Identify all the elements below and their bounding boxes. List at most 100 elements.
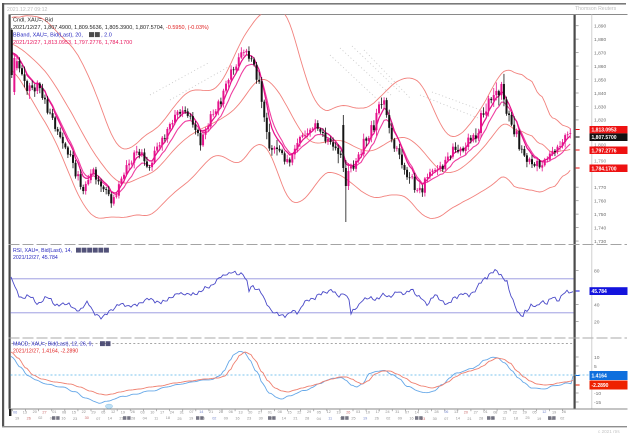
svg-text:1,870: 1,870 [594, 50, 607, 56]
svg-text:01: 01 [52, 410, 56, 414]
svg-text:23: 23 [421, 417, 425, 421]
svg-text:19: 19 [537, 417, 541, 421]
svg-text:12: 12 [111, 410, 115, 414]
svg-text:2021/12/27, 1,813.0953, 1,797.: 2021/12/27, 1,813.0953, 1,797.2776, 1,78… [13, 40, 132, 46]
svg-text:2021/12/27, 45.784: 2021/12/27, 45.784 [13, 255, 58, 261]
svg-text:1,784.1700: 1,784.1700 [592, 166, 617, 172]
svg-text:01: 01 [483, 410, 487, 414]
svg-text:19: 19 [552, 410, 556, 414]
svg-text:28: 28 [479, 417, 483, 421]
svg-text:05: 05 [317, 410, 321, 414]
svg-text:1,760: 1,760 [594, 198, 607, 204]
svg-text:c 2021 rtrs: c 2021 rtrs [598, 429, 620, 434]
svg-text:Thomson Reuters: Thomson Reuters [575, 6, 617, 12]
svg-text:1,797.2776: 1,797.2776 [592, 148, 617, 154]
svg-text:14: 14 [199, 410, 203, 414]
svg-text:14: 14 [415, 411, 419, 415]
svg-text:1,880: 1,880 [594, 37, 607, 43]
svg-text:20: 20 [33, 410, 37, 414]
svg-text:26: 26 [131, 410, 135, 414]
svg-text:MACD, XAU=, Bid(Last), 12, 26,: MACD, XAU=, Bid(Last), 12, 26, 9, [13, 342, 93, 348]
svg-text:17: 17 [160, 411, 164, 415]
svg-text:22: 22 [513, 410, 517, 414]
svg-text:BBand, XAU=, Bid(Last), 20,: BBand, XAU=, Bid(Last), 20, [13, 33, 83, 39]
svg-text:02: 02 [386, 417, 390, 421]
svg-text:27: 27 [258, 411, 262, 415]
svg-text:30: 30 [433, 417, 437, 421]
svg-text:28: 28 [305, 416, 309, 420]
svg-text:28: 28 [131, 417, 135, 421]
svg-text:10: 10 [366, 411, 370, 415]
svg-text:20: 20 [594, 319, 600, 325]
svg-text:1,850: 1,850 [594, 77, 607, 83]
svg-text:-15: -15 [594, 400, 601, 406]
svg-text:22: 22 [297, 410, 301, 414]
svg-text:1,800: 1,800 [594, 143, 607, 149]
svg-text:2021/12/27, 1.4164, -2.2890: 2021/12/27, 1.4164, -2.2890 [13, 349, 78, 355]
svg-text:1,890: 1,890 [594, 24, 607, 30]
svg-text:31: 31 [395, 410, 399, 414]
svg-text:21: 21 [425, 410, 429, 414]
svg-text:1,820: 1,820 [594, 118, 607, 124]
svg-text:20: 20 [248, 411, 252, 415]
svg-text:01: 01 [268, 411, 272, 415]
svg-text:06: 06 [229, 410, 233, 414]
svg-text:02: 02 [212, 417, 216, 421]
svg-text:02: 02 [560, 417, 564, 421]
svg-text:-10: -10 [594, 391, 601, 397]
svg-text:16: 16 [409, 416, 413, 420]
svg-text:23: 23 [73, 417, 77, 421]
svg-text:26: 26 [375, 416, 379, 420]
svg-text:28: 28 [219, 410, 223, 414]
svg-text:11: 11 [502, 416, 506, 420]
svg-text:22: 22 [82, 410, 86, 414]
svg-text:25: 25 [525, 416, 529, 420]
svg-text:19: 19 [363, 416, 367, 420]
svg-text:1.4164: 1.4164 [592, 374, 608, 380]
svg-text:26: 26 [562, 410, 566, 414]
svg-text:07: 07 [189, 410, 193, 414]
svg-text:09: 09 [224, 416, 228, 420]
svg-text:19: 19 [336, 411, 340, 415]
svg-text:1,790: 1,790 [594, 158, 607, 164]
svg-text:07: 07 [405, 411, 409, 415]
svg-text:1,807.5700: 1,807.5700 [592, 135, 617, 141]
svg-text:15: 15 [287, 411, 291, 415]
svg-text:17: 17 [376, 410, 380, 414]
svg-text:, 2.0: , 2.0 [101, 33, 112, 39]
svg-text:30: 30 [259, 416, 263, 420]
svg-text:13: 13 [454, 410, 458, 414]
svg-text:14: 14 [456, 416, 460, 420]
svg-text:1,830: 1,830 [594, 104, 607, 110]
svg-text:2021/12/27, 1,807.4900, 1,809.: 2021/12/27, 1,807.4900, 1,809.5636, 1,80… [13, 25, 209, 31]
svg-text:RSI, XAU=, Bid(Last), 14,: RSI, XAU=, Bid(Last), 14, [13, 248, 72, 254]
svg-text:1,750: 1,750 [594, 212, 607, 218]
svg-text:03: 03 [140, 410, 144, 414]
svg-text:07: 07 [444, 417, 448, 421]
svg-text:Cndl, XAU=, Bid: Cndl, XAU=, Bid [13, 18, 53, 24]
svg-text:10: 10 [594, 355, 600, 361]
svg-text:23: 23 [247, 417, 251, 421]
svg-text:21: 21 [467, 417, 471, 421]
svg-text:5: 5 [594, 364, 597, 370]
svg-text:15: 15 [503, 410, 507, 414]
svg-text:21: 21 [209, 410, 213, 414]
svg-text:13: 13 [23, 410, 27, 414]
svg-text:1,730: 1,730 [594, 239, 607, 245]
svg-text:05: 05 [532, 411, 536, 415]
svg-text:03: 03 [356, 410, 360, 414]
svg-text:04: 04 [317, 417, 321, 421]
svg-text:27: 27 [474, 411, 478, 415]
svg-text:21: 21 [293, 416, 297, 420]
svg-text:24: 24 [170, 411, 174, 415]
svg-text:40: 40 [594, 302, 600, 308]
svg-text:1,860: 1,860 [594, 64, 607, 70]
svg-text:21: 21 [119, 417, 123, 421]
svg-text:09: 09 [50, 417, 54, 421]
svg-text:14: 14 [282, 417, 286, 421]
svg-text:19: 19 [189, 416, 193, 420]
svg-text:08: 08 [62, 410, 66, 414]
svg-text:08: 08 [278, 410, 282, 414]
svg-text:20: 20 [464, 411, 468, 415]
svg-text:18: 18 [514, 416, 518, 420]
